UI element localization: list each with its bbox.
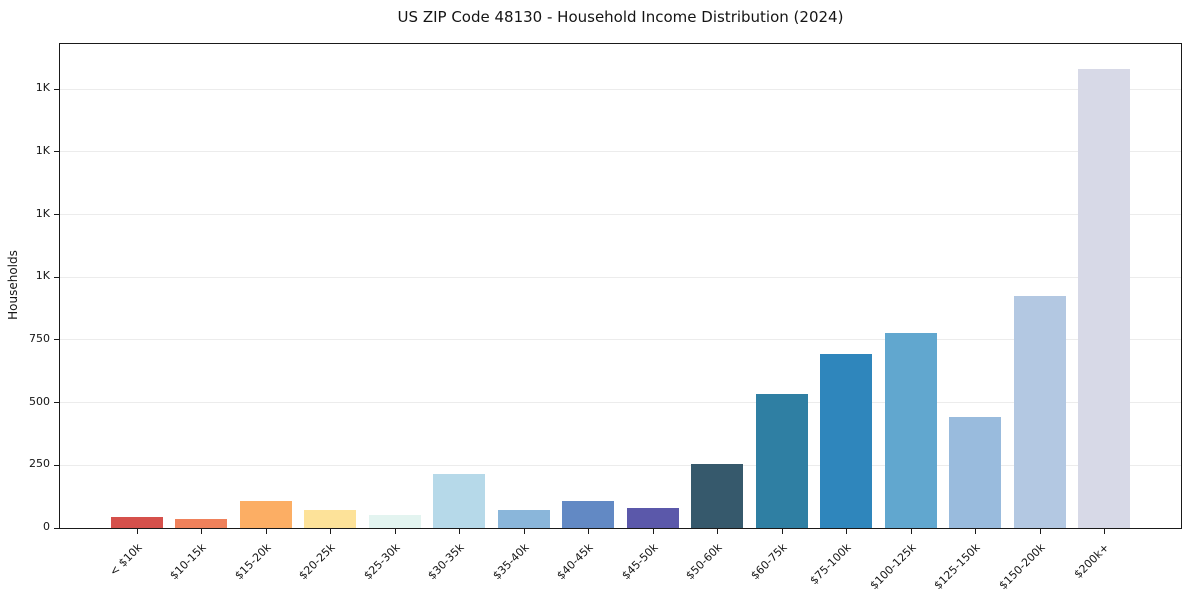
x-tick-label: $15-20k (232, 540, 274, 583)
x-tick-mark (1040, 529, 1041, 534)
x-tick-mark (911, 529, 912, 534)
x-tick-label: $35-40k (490, 540, 532, 583)
bar-75-100k (820, 354, 872, 528)
x-tick-mark (782, 529, 783, 534)
x-tick-label: $40-45k (554, 540, 596, 583)
x-tick-mark (653, 529, 654, 534)
chart-title: US ZIP Code 48130 - Household Income Dis… (397, 8, 844, 26)
bar-100-125k (885, 333, 937, 528)
bar-10-15k (175, 519, 227, 528)
x-tick-label: $45-50k (619, 540, 661, 583)
x-tick-mark (395, 529, 396, 534)
bar-125-150k (949, 417, 1001, 528)
x-tick-mark (717, 529, 718, 534)
y-tick-mark (54, 276, 59, 278)
y-tick-mark (54, 402, 59, 404)
y-tick-label: 250 (29, 457, 50, 471)
x-tick-label: $125-150k (931, 540, 983, 590)
bar-60-75k (756, 394, 808, 528)
bar-200k (1078, 69, 1130, 528)
bar-40-45k (562, 501, 614, 528)
y-tick-mark (54, 151, 59, 153)
x-tick-label: $10-15k (167, 540, 209, 583)
y-tick-label: 500 (29, 394, 50, 408)
gridline (60, 464, 1181, 466)
y-tick-label: 1K (35, 81, 50, 95)
x-tick-mark (330, 529, 331, 534)
y-tick-label: 1K (35, 269, 50, 283)
gridline (60, 402, 1181, 404)
x-tick-mark (201, 529, 202, 534)
gridline (60, 151, 1181, 153)
y-axis-label: Households (6, 250, 20, 320)
x-tick-label: $150-200k (996, 540, 1048, 590)
y-tick-mark (54, 464, 59, 466)
bar-30-35k (433, 474, 485, 528)
x-tick-label: $200k+ (1071, 540, 1112, 581)
bar-45-50k (627, 508, 679, 528)
x-tick-label: $60-75k (748, 540, 790, 583)
bar-35-40k (498, 510, 550, 528)
x-tick-mark (975, 529, 976, 534)
x-tick-label: $50-60k (683, 540, 725, 583)
y-tick-mark (54, 339, 59, 341)
x-tick-label: $75-100k (807, 540, 854, 588)
gridline (60, 339, 1181, 341)
x-tick-mark (459, 529, 460, 534)
gridline (60, 214, 1181, 216)
x-tick-mark (1104, 529, 1105, 534)
x-tick-label: $100-125k (867, 540, 919, 590)
bar-20-25k (304, 510, 356, 528)
plot-area (54, 43, 1182, 534)
x-tick-mark (846, 529, 847, 534)
bar-150-200k (1014, 296, 1066, 528)
x-tick-label: $20-25k (296, 540, 338, 583)
y-tick-mark (54, 214, 59, 216)
x-tick-label: $30-35k (425, 540, 467, 583)
y-tick-label: 1K (35, 206, 50, 220)
y-tick-mark (54, 527, 59, 529)
bar-15-20k (240, 501, 292, 528)
x-tick-mark (137, 529, 138, 534)
bar-50-60k (691, 464, 743, 528)
y-tick-label: 750 (29, 331, 50, 345)
x-tick-mark (266, 529, 267, 534)
x-tick-mark (524, 529, 525, 534)
x-tick-label: < $10k (106, 540, 145, 579)
gridline (60, 276, 1181, 278)
x-tick-label: $25-30k (361, 540, 403, 583)
x-tick-mark (588, 529, 589, 534)
y-tick-label: 0 (43, 520, 50, 533)
y-tick-mark (54, 88, 59, 90)
bar-25-30k (369, 515, 421, 528)
y-tick-label: 1K (35, 143, 50, 157)
bar-10k (111, 517, 163, 528)
gridline (60, 88, 1181, 90)
